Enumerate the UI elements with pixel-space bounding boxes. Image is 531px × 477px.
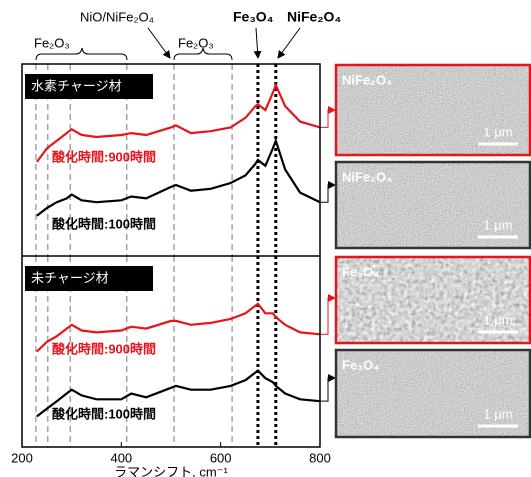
sem-label: NiFe₂O₄ [342, 169, 392, 184]
panel-label-box [25, 74, 153, 99]
scale-label: 1 μm [483, 406, 512, 421]
annotation: NiFe₂O₄ [287, 9, 341, 25]
brace [35, 47, 128, 61]
spectrum [36, 369, 321, 418]
panel-label: 未チャージ材 [31, 270, 109, 285]
sem-image [336, 257, 530, 343]
annotation: NiO/NiFe₂O₄ [80, 9, 154, 24]
panel-label-box [25, 266, 153, 291]
x-axis-label: ラマンシフト, cm⁻¹ [114, 464, 228, 477]
sem-border [334, 255, 531, 345]
sem-label: NiFe₂O₄ [342, 72, 392, 87]
annotation: Fe₂O₃ [34, 35, 70, 50]
x-tick-label: 400 [110, 450, 132, 465]
arrow [147, 27, 171, 59]
sem-image [336, 162, 530, 248]
spectrum [36, 137, 321, 217]
series-label: 酸化時間:100時間 [52, 216, 156, 231]
arrow [253, 27, 262, 59]
sem-image [336, 65, 530, 155]
sem-border [334, 160, 531, 250]
connector [320, 374, 336, 402]
sem-border [334, 63, 531, 157]
sem-border [334, 348, 531, 439]
connector [320, 294, 336, 335]
series-label: 酸化時間:900時間 [52, 341, 156, 356]
spectrum [36, 302, 321, 353]
sem-label: Fe₃O₄ [342, 357, 380, 372]
x-tick-label: 200 [11, 450, 33, 465]
panel-label: 水素チャージ材 [31, 78, 122, 93]
series-label: 酸化時間:100時間 [52, 406, 156, 421]
sem-image [336, 350, 530, 437]
annotation: Fe₃O₄ [233, 9, 273, 25]
annotation: Fe₂O₃ [178, 35, 214, 50]
brace [173, 47, 233, 61]
connector [320, 106, 336, 128]
scale-label: 1 μm [483, 124, 512, 139]
scale-label: 1 μm [483, 217, 512, 232]
arrow [277, 27, 301, 59]
x-tick-label: 600 [210, 450, 232, 465]
spectrum [36, 82, 321, 163]
connector [320, 181, 336, 203]
scale-label: 1 μm [483, 312, 512, 327]
x-tick-label: 800 [309, 450, 331, 465]
series-label: 酸化時間:900時間 [52, 149, 156, 164]
sem-label: Fe₃O₄ [342, 264, 380, 279]
